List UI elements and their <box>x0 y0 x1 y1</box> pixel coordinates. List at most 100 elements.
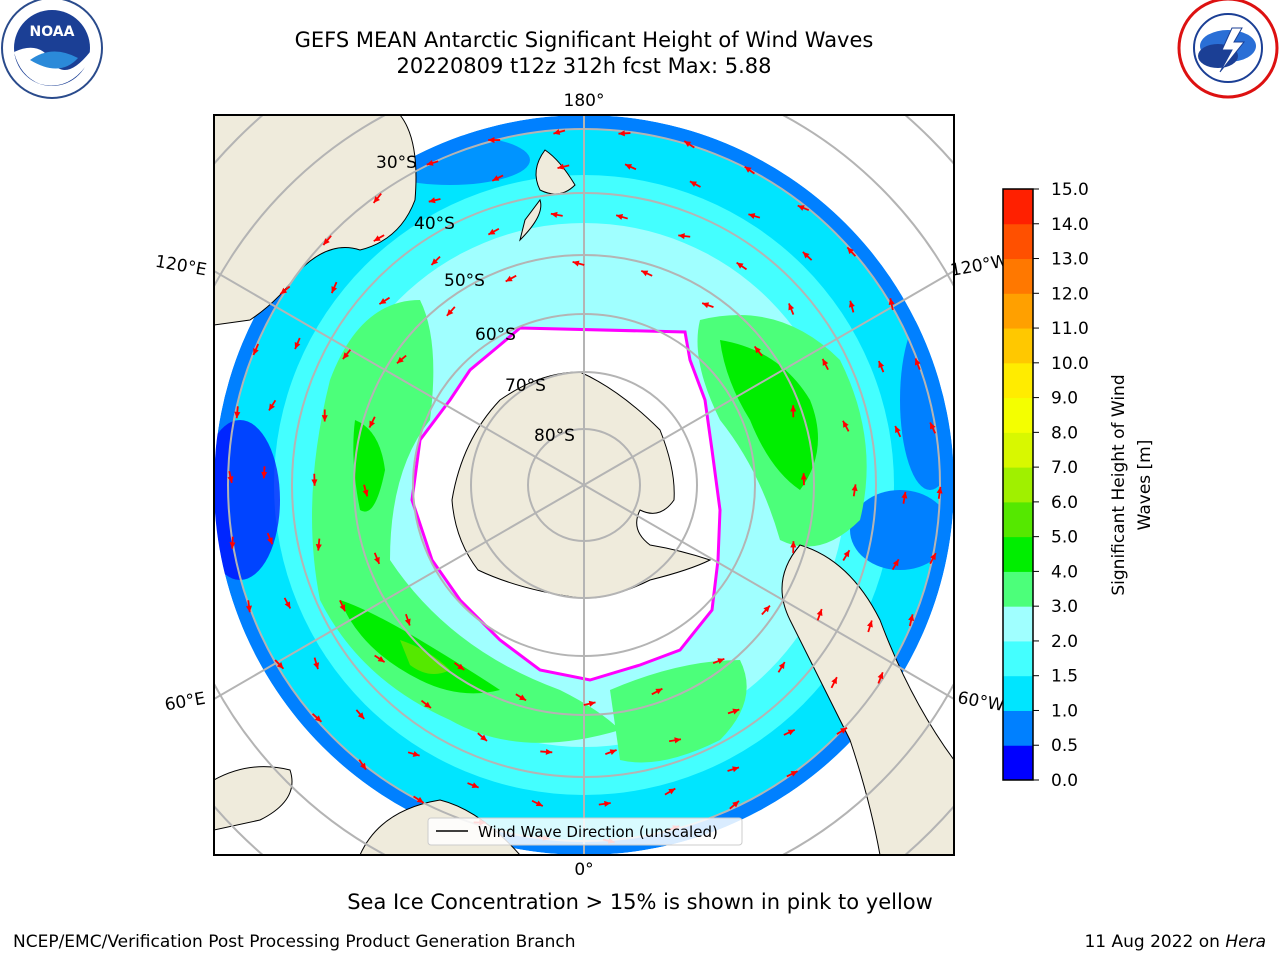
wind-arrow-head <box>227 476 234 483</box>
colorbar-tick-label: 5.0 <box>1051 528 1078 548</box>
colorbar-swatch <box>1003 710 1033 746</box>
wind-arrow-head <box>245 605 253 613</box>
footer-date: 11 Aug 2022 on <box>1084 932 1226 952</box>
wind-arrow-head <box>842 420 849 428</box>
wind-arrow-head <box>457 663 465 670</box>
wind-arrow-head <box>888 298 895 306</box>
wind-arrow-head <box>313 662 320 670</box>
colorbar-swatch <box>1003 536 1033 572</box>
wind-arrow-head <box>732 708 740 715</box>
wind-arrow-head <box>717 658 725 664</box>
colorbar-tick-label: 7.0 <box>1051 458 1078 478</box>
wind-arrow-head <box>641 270 649 277</box>
colorbar-tick-label: 2.0 <box>1051 632 1078 652</box>
wind-arrow-head <box>416 796 424 803</box>
wind-arrow-head <box>412 750 420 757</box>
wind-arrow-head <box>840 727 848 734</box>
wind-arrow-head <box>668 788 676 795</box>
colorbar-label-line1: Significant Height of Wind <box>1109 374 1129 595</box>
lon-label-180: 180° <box>564 91 605 111</box>
wind-arrow-head <box>357 712 365 719</box>
colorbar-tick-label: 8.0 <box>1051 423 1078 443</box>
wind-arrow-head <box>790 541 797 548</box>
wind-arrow-head <box>294 342 301 350</box>
wind-arrow-head <box>790 771 798 777</box>
wind-arrow-head <box>362 489 369 497</box>
lat-label-80s: 80°S <box>534 426 575 446</box>
wind-arrow-head <box>936 486 943 494</box>
wind-arrow-head <box>609 749 617 756</box>
wind-arrow-head <box>488 136 495 144</box>
wind-arrow-head <box>878 361 885 369</box>
wind-arrow-head <box>763 605 770 613</box>
wind-arrow-head <box>323 238 330 246</box>
wind-arrow-head <box>732 800 739 808</box>
wind-arrow-head <box>616 214 624 220</box>
wind-arrow-head <box>843 550 850 558</box>
colorbar-swatch <box>1003 362 1033 399</box>
wind-arrow-head <box>572 260 580 267</box>
footer-timestamp: 11 Aug 2022 on Hera <box>1084 932 1266 952</box>
colorbar-swatch <box>1003 293 1033 329</box>
colorbar: 0.0 0.5 1.0 1.5 2.0 3.0 4.0 5.0 6.0 7.0 8.0 9.0 10.0… <box>1002 180 1089 791</box>
wind-arrow-head <box>446 309 454 316</box>
wind-arrow-head <box>431 258 439 265</box>
wind-arrow-head <box>748 213 756 219</box>
wind-arrow-head <box>604 800 611 807</box>
lon-label-60w: 60°W <box>956 688 1006 716</box>
wind-arrow-head <box>234 411 241 419</box>
wind-arrow-head <box>276 662 284 669</box>
lon-label-0: 0° <box>574 860 593 880</box>
wind-arrow-head <box>268 403 275 411</box>
wind-arrow-head <box>678 233 685 240</box>
wind-arrow-head <box>545 748 553 755</box>
wind-arrow-head <box>895 426 901 434</box>
wind-arrow-head <box>732 766 739 773</box>
wind-arrow-head <box>689 181 697 187</box>
wind-arrow-head <box>867 620 873 628</box>
colorbar-tick-label: 4.0 <box>1051 562 1078 582</box>
wind-arrow-head <box>557 163 565 170</box>
wind-arrow-head <box>374 556 380 564</box>
wind-arrow-head <box>488 228 496 235</box>
map-title: GEFS MEAN Antarctic Significant Height o… <box>294 28 874 52</box>
wind-arrow-head <box>618 130 625 137</box>
map-frame <box>213 114 955 856</box>
colorbar-tick-label: 1.5 <box>1051 667 1078 687</box>
wind-arrow-head <box>831 677 837 685</box>
wind-arrow-head <box>321 415 328 422</box>
map-legend: Wind Wave Direction (unscaled) <box>427 817 743 846</box>
wind-arrow-head <box>261 471 268 479</box>
noaa-logo-text: NOAA <box>30 24 75 40</box>
antarctica-land <box>451 371 712 599</box>
colorbar-frame <box>1002 188 1034 781</box>
wind-arrow-head <box>892 559 899 567</box>
wind-arrow-head <box>404 618 411 626</box>
colorbar-tick-label: 9.0 <box>1051 389 1078 409</box>
wind-arrow-head <box>877 672 884 680</box>
wind-arrow-head <box>736 262 744 269</box>
lon-label-120e: 120°E <box>154 252 208 281</box>
colorbar-swatch <box>1003 223 1033 260</box>
noaa-logo: NOAA <box>1 0 103 99</box>
wind-arrow-head <box>373 235 381 242</box>
wind-arrow-head <box>788 303 795 311</box>
wind-arrow-head <box>492 175 500 181</box>
wind-arrow-head <box>702 302 710 309</box>
wind-arrow-head <box>684 141 692 148</box>
colorbar-swatch <box>1003 432 1033 468</box>
colorbar-swatch <box>1003 258 1033 294</box>
wind-arrow-head <box>359 762 367 770</box>
colorbar-swatch <box>1003 640 1033 677</box>
wind-arrow-head <box>816 609 823 617</box>
wind-arrow-head <box>848 300 855 308</box>
wind-arrow-head <box>674 737 681 744</box>
lat-label-40s: 40°S <box>414 214 455 234</box>
footer-branch: NCEP/EMC/Verification Post Processing Pr… <box>13 932 576 952</box>
wind-arrow-head <box>229 542 236 549</box>
wind-arrow-head <box>280 287 288 295</box>
wind-arrow-head <box>253 348 259 356</box>
wind-arrow-head <box>553 129 561 135</box>
wind-arrow-head <box>315 543 322 551</box>
